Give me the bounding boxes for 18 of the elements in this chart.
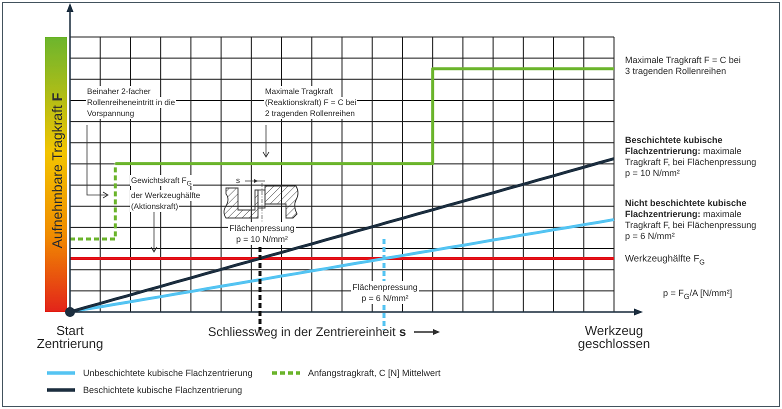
legend-label: Beschichtete kubische Flachzentrierung bbox=[83, 384, 242, 394]
text: p = F$_{G}$/A [N/mm²] bbox=[663, 288, 732, 301]
legend-label: Anfangstragkraft, C [N] Mittelwert bbox=[308, 368, 441, 378]
annotation: Beinaher 2-facher Rollenreiheneintritt in die Vorspannung bbox=[86, 86, 176, 119]
annotation: s bbox=[236, 176, 240, 185]
annotation: Maximale Tragkraft (Reaktionskraft) F = C bei 2 tragenden Rollenreihen bbox=[264, 86, 358, 119]
annotation: Flächenpressung p = 10 N/mm² bbox=[228, 222, 296, 245]
annotation: Gewichtskraft F$_{G}$ der Werkzeughälfte (Aktionskraft) bbox=[130, 175, 202, 212]
text: Maximale Tragkraft F = C bei 3 tragenden Rollenreihen bbox=[625, 55, 741, 76]
ref-line-label: Werkzeughälfte F$_{G}$ bbox=[625, 252, 705, 266]
y-axis-title: Aufnehmbare Tragkraft F bbox=[49, 92, 65, 248]
legend-label: Unbeschichtete kubische Flachzentrierung bbox=[83, 368, 253, 378]
annotation: Flächenpressung p = 6 N/mm² bbox=[351, 281, 419, 304]
x-tick-label: Werkzeug geschlossen bbox=[578, 323, 650, 352]
text: Beschichtete kubische Flachzentrierung: maximale Tragkraft F, bei Flächenpressung p = 10 N/mm² bbox=[625, 135, 756, 178]
x-axis-title: Schliessweg in der Zentriereinheit s bbox=[208, 325, 406, 339]
x-tick-label: Start Zentrierung bbox=[36, 323, 104, 352]
text: Nicht beschichtete kubische Flachzentrierung: maximale Tragkraft F, bei Flächenpressung p = 6 N/mm² bbox=[625, 198, 756, 241]
